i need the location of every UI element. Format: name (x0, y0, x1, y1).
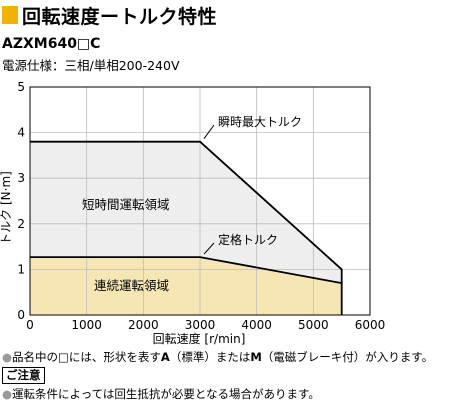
label-short-region: 短時間運転領域 (82, 197, 170, 212)
continuous-region (30, 257, 342, 315)
y-tick-label: 3 (17, 171, 25, 185)
note-regen-resistor: ●運転条件によっては回生抵抗が必要となる場合があります。 (2, 387, 320, 401)
y-tick-label: 4 (17, 126, 25, 140)
y-tick-label: 2 (17, 217, 25, 231)
bullet-icon: ● (2, 387, 13, 401)
x-axis-label: 回転速度 [r/min] (153, 331, 246, 346)
x-tick-label: 4000 (241, 318, 272, 332)
rated-torque-line (30, 256, 342, 284)
power-spec: 電源仕様：三相/単相200-240V (2, 58, 180, 73)
x-tick-label: 1000 (71, 318, 102, 332)
x-tick-label: 2000 (128, 318, 159, 332)
note-model-code: ●品名中の□には、形状を表すA（標準）またはM（電磁ブレーキ付）が入ります。 (2, 350, 434, 364)
plot-area: 0 1000 2000 3000 4000 5000 6000 0 1 2 3 4 5 (17, 80, 385, 332)
x-tick-label: 3000 (185, 318, 216, 332)
y-tick-label: 1 (17, 262, 25, 276)
label-max-torque: 瞬時最大トルク (218, 115, 302, 129)
caution-row: ご注意 (2, 366, 470, 385)
x-tick-label: 0 (26, 318, 34, 332)
x-tick-label: 5000 (298, 318, 329, 332)
leader-max-torque (203, 124, 215, 140)
y-axis-label: トルク [N·m] (0, 171, 13, 245)
torque-chart: 0 1000 2000 3000 4000 5000 6000 0 1 2 3 4 5 トルク [N·m… (0, 80, 385, 346)
x-tick-label: 6000 (355, 318, 386, 332)
label-continuous-region: 連続運転領域 (94, 278, 169, 293)
title-row: 回転速度ートルク特性 (2, 2, 217, 28)
y-tick-label: 0 (17, 308, 25, 322)
plot-frame (29, 86, 371, 316)
bullet-icon: ● (2, 350, 13, 364)
notes: ●品名中の□には、形状を表すA（標準）またはM（電磁ブレーキ付）が入ります。 ご… (2, 348, 470, 403)
y-tick-label: 5 (17, 80, 25, 94)
title-accent-square (2, 6, 18, 24)
leader-rated-torque (203, 242, 215, 255)
page-title: 回転速度ートルク特性 (22, 5, 218, 28)
caution-label: ご注意 (2, 367, 45, 384)
label-rated-torque: 定格トルク (218, 232, 278, 247)
model-name: AZXM640□C (2, 36, 101, 52)
max-torque-line (30, 140, 343, 315)
